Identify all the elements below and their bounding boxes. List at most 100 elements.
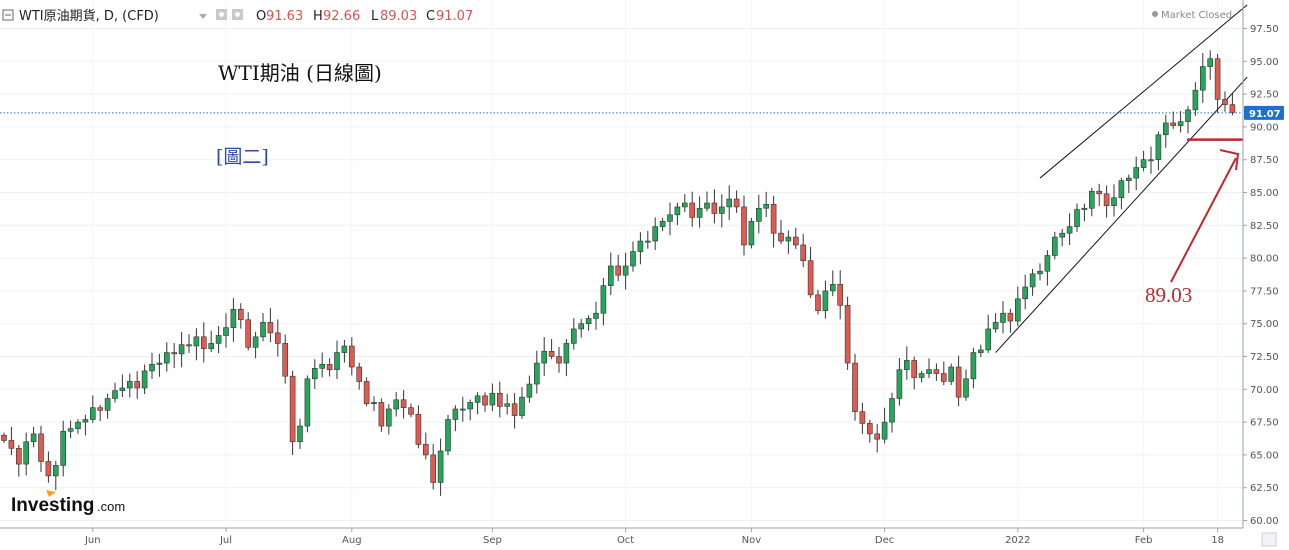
candle (482, 392, 488, 412)
candle (260, 312, 266, 342)
candle-body (82, 419, 89, 423)
candle-body (127, 381, 133, 389)
candle (1222, 91, 1228, 112)
candle-body (326, 364, 333, 370)
candle (319, 352, 326, 378)
x-tick-label: Sep (483, 535, 502, 546)
candle (1133, 156, 1139, 191)
y-tick-label: 87.50 (1250, 155, 1279, 166)
chart-corner-button[interactable] (1261, 532, 1277, 547)
candle (45, 451, 52, 483)
symbol-label[interactable]: WTI原油期貨, D, (CFD) (19, 8, 159, 24)
candle (430, 444, 437, 490)
candle-body (45, 461, 52, 477)
y-tick-label: 97.50 (1250, 24, 1279, 35)
candle (208, 330, 214, 353)
candle-body (208, 343, 214, 349)
open-label: O (256, 9, 266, 24)
candle (149, 352, 155, 379)
candle-body (334, 352, 340, 370)
candle (452, 405, 459, 432)
candle (8, 426, 15, 455)
candle-body (297, 425, 303, 443)
candle-body (1207, 58, 1213, 67)
candle (541, 337, 548, 376)
candle (82, 414, 89, 436)
candle (186, 334, 192, 353)
symbol-dropdown-icon[interactable] (199, 14, 207, 19)
annotation-arrows (1170, 138, 1243, 283)
candle (637, 232, 644, 265)
candle-body (815, 294, 821, 311)
candle (755, 194, 762, 234)
candle-body (792, 236, 799, 246)
candle (1081, 203, 1088, 222)
candle (704, 191, 710, 212)
candle-body (852, 362, 858, 412)
candle (852, 354, 858, 421)
candle (52, 460, 59, 491)
collapse-icon[interactable] (2, 9, 14, 21)
candle-body (1148, 159, 1154, 162)
candle (526, 375, 533, 403)
candle-body (985, 328, 992, 351)
y-tick-label: 82.50 (1250, 221, 1279, 232)
high-label: H (313, 9, 323, 24)
candle-body (652, 226, 659, 242)
candle (134, 371, 140, 399)
candle-body (718, 206, 725, 214)
candle (918, 370, 925, 383)
candle (548, 339, 555, 360)
candle-body (348, 345, 355, 368)
candle-body (260, 322, 266, 338)
candle (1000, 300, 1006, 334)
candle-body (807, 260, 814, 296)
chart-header: WTI原油期貨, D, (CFD) O 91.63 H 92.66 L 89.0… (2, 8, 1232, 24)
candle-body (193, 336, 200, 347)
candle (297, 418, 303, 449)
candle-body (67, 428, 74, 432)
candle (563, 338, 570, 377)
chart-title: WTI期油 (日線圖) (218, 61, 382, 85)
candle (578, 318, 585, 338)
candle (1044, 250, 1051, 286)
candle (274, 319, 281, 357)
x-tick-label: Jul (219, 535, 232, 546)
candle (940, 361, 947, 386)
candle (696, 196, 703, 228)
candle (770, 195, 777, 248)
candle-body (1192, 89, 1199, 111)
candle (1214, 53, 1221, 113)
candle-body (874, 433, 881, 440)
candle-body (822, 290, 829, 311)
x-tick-label: Oct (617, 535, 634, 546)
candle (1074, 203, 1080, 232)
candle-body (970, 352, 977, 380)
candle (748, 217, 755, 249)
candle-body (704, 202, 710, 209)
candle (238, 303, 244, 329)
candle (815, 289, 821, 315)
candle-body (918, 373, 925, 378)
candle (1096, 183, 1102, 206)
candle-body (230, 308, 237, 328)
candle-body (733, 198, 740, 208)
candle (304, 375, 311, 433)
candle-body (38, 433, 44, 462)
candle (570, 318, 577, 350)
candle (970, 347, 977, 389)
candle-body (1066, 226, 1073, 234)
y-tick-label: 72.50 (1250, 352, 1279, 363)
chart-subtitle: [圖二] (216, 146, 269, 168)
candle (859, 402, 866, 434)
candle-body (711, 202, 718, 214)
candle (741, 195, 747, 256)
candle (156, 353, 163, 377)
candle (681, 194, 688, 212)
annotation-arrow-shaft (1170, 157, 1237, 283)
candle-body (164, 352, 170, 364)
candle (334, 340, 340, 379)
investing-logo: Investing .com (11, 490, 125, 516)
candle (689, 191, 696, 227)
candle (674, 202, 681, 226)
